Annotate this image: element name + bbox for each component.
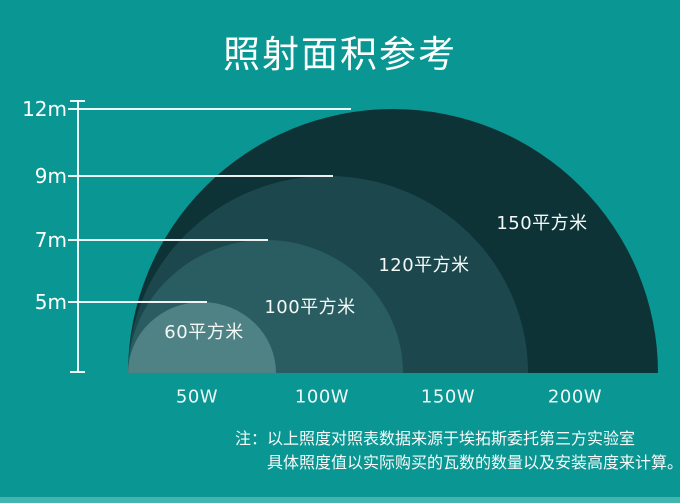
height-gridline-12m — [68, 108, 351, 110]
x-axis-label-200W: 200W — [547, 386, 603, 408]
y-axis-label-5m: 5m — [34, 290, 67, 314]
y-axis-label-12m: 12m — [22, 97, 67, 121]
footnote: 注： 以上照度对照表数据来源于埃拓斯委托第三方实验室 具体照度值以实际购买的瓦数… — [235, 427, 680, 475]
footnote-prefix: 注： — [235, 429, 268, 448]
height-gridline-9m — [68, 175, 333, 177]
measure-axis-bottom-tick — [70, 371, 85, 373]
bottom-divider-strip — [0, 497, 680, 503]
measure-axis-top-tick — [70, 100, 85, 102]
x-axis-label-50W: 50W — [175, 386, 219, 408]
footnote-line-2: 具体照度值以实际购买的瓦数的数量以及安装高度来计算。 — [267, 453, 680, 472]
zone-area-label-200W: 150平方米 — [496, 213, 588, 234]
zone-area-label-150W: 120平方米 — [378, 255, 470, 276]
footnote-lines: 以上照度对照表数据来源于埃拓斯委托第三方实验室 具体照度值以实际购买的瓦数的数量… — [267, 427, 680, 475]
page-title: 照射面积参考 — [223, 33, 457, 76]
y-axis-label-7m: 7m — [34, 228, 67, 252]
footnote-line-1: 以上照度对照表数据来源于埃拓斯委托第三方实验室 — [267, 429, 636, 448]
y-axis-label-9m: 9m — [34, 164, 67, 188]
zone-area-label-100W: 100平方米 — [264, 297, 356, 318]
x-axis-label-150W: 150W — [420, 386, 476, 408]
measure-axis-line — [77, 100, 79, 372]
height-gridline-5m — [68, 301, 207, 303]
zone-area-label-50W: 60平方米 — [164, 322, 244, 343]
height-gridline-7m — [68, 239, 268, 241]
x-axis-label-100W: 100W — [294, 386, 350, 408]
